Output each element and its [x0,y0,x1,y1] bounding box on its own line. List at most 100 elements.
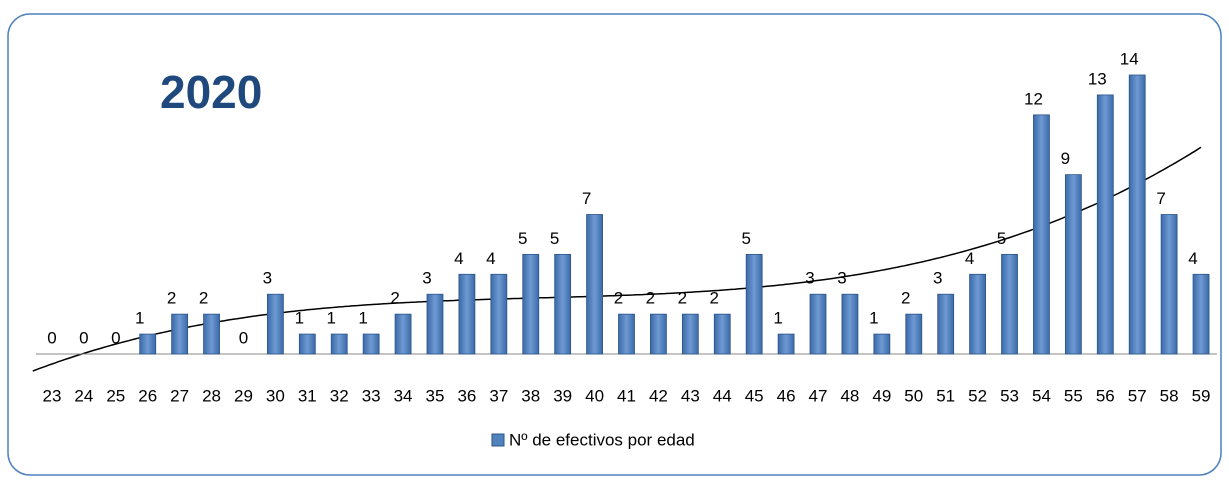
data-label: 1 [358,309,367,328]
x-tick-label: 49 [872,386,891,405]
data-label: 0 [47,328,56,347]
x-tick-label: 25 [106,386,125,405]
data-label: 1 [326,309,335,328]
x-tick-label: 59 [1192,386,1211,405]
x-tick-label: 50 [904,386,923,405]
bar [426,293,444,355]
bar [362,333,380,355]
data-label: 1 [295,309,304,328]
data-label: 3 [422,269,431,288]
data-label: 3 [263,269,272,288]
x-tick-label: 57 [1128,386,1147,405]
x-tick-label: 39 [553,386,572,405]
data-label: 5 [518,229,527,248]
data-label: 1 [869,309,878,328]
x-tick-label: 42 [649,386,668,405]
x-tick-label: 52 [968,386,987,405]
data-label: 0 [79,328,88,347]
data-label: 2 [646,289,655,308]
bar [1001,253,1018,355]
x-tick-label: 54 [1032,386,1051,405]
bar [745,253,763,355]
bar [1064,174,1082,355]
bar [618,313,635,355]
x-tick-label: 26 [138,386,157,405]
data-label: 3 [933,269,942,288]
bar [650,313,667,355]
bar [1128,74,1146,355]
bar [1160,214,1178,355]
data-label: 13 [1088,69,1107,88]
bar [298,333,316,355]
data-label: 2 [390,289,399,308]
bar [171,313,189,355]
x-tick-label: 29 [234,386,253,405]
x-tick-label: 38 [521,386,540,405]
data-label: 1 [135,309,144,328]
x-tick-label: 34 [394,386,413,405]
x-tick-label: 53 [1000,386,1019,405]
bar [586,214,603,355]
bar [203,313,220,355]
data-label: 9 [1061,149,1070,168]
x-tick-label: 46 [777,386,796,405]
x-tick-label: 24 [74,386,93,405]
x-tick-label: 40 [585,386,604,405]
bar [554,253,572,355]
x-tick-label: 43 [681,386,700,405]
bar [713,313,731,355]
data-label: 14 [1120,49,1139,68]
x-tick-label: 35 [426,386,445,405]
data-label: 12 [1024,89,1043,108]
bar [458,273,476,355]
data-label: 4 [1188,249,1197,268]
x-tick-label: 48 [840,386,859,405]
data-label: 7 [1156,189,1165,208]
bar [809,293,827,355]
bar [841,293,859,355]
bar [139,333,157,355]
data-label: 4 [486,249,495,268]
x-tick-label: 23 [42,386,61,405]
data-label: 3 [837,269,846,288]
data-label: 4 [454,249,463,268]
x-tick-label: 51 [936,386,955,405]
data-label: 5 [997,229,1006,248]
x-tick-label: 36 [457,386,476,405]
x-tick-label: 58 [1160,386,1179,405]
bar [681,313,699,355]
x-tick-label: 28 [202,386,221,405]
bar [969,273,987,355]
legend-swatch [491,433,505,447]
x-tick-label: 44 [713,386,732,405]
bar [1096,94,1114,355]
bar [522,253,540,355]
data-label: 2 [901,289,910,308]
bar [873,333,891,355]
chart-title: 2020 [160,66,262,118]
x-tick-label: 55 [1064,386,1083,405]
bar [394,313,412,355]
x-tick-label: 33 [362,386,381,405]
x-tick-label: 31 [298,386,317,405]
data-label: 7 [582,189,591,208]
chart-frame [7,13,1222,476]
bar [490,273,508,355]
bar [330,333,348,355]
data-label: 2 [199,289,208,308]
bar [777,333,795,355]
bar [1192,273,1210,355]
x-tick-label: 27 [170,386,189,405]
x-tick-label: 32 [330,386,349,405]
bar [937,293,955,355]
trendline [32,146,1202,372]
x-tick-label: 56 [1096,386,1115,405]
data-label: 0 [239,328,248,347]
x-tick-label: 47 [809,386,828,405]
data-label: 4 [965,249,974,268]
data-label: 1 [773,309,782,328]
legend-label: Nº de efectivos por edad [509,430,695,449]
bar [905,313,923,355]
data-label: 2 [614,289,623,308]
